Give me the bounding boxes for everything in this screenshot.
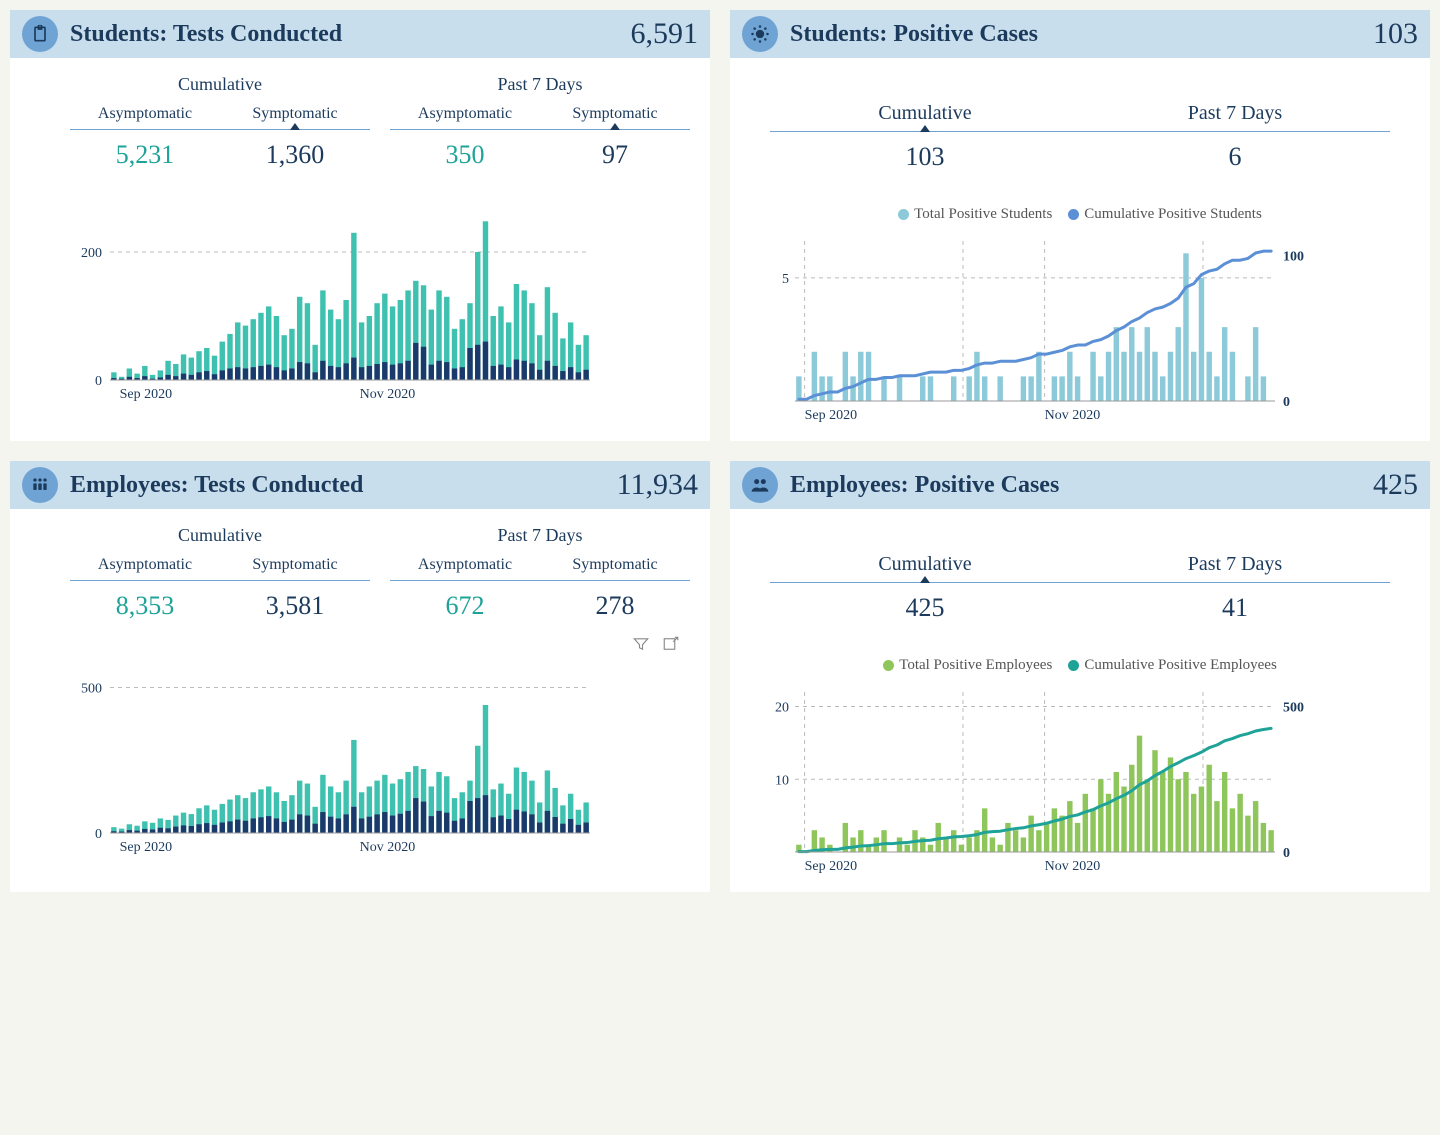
- val-p7-asymp: 672: [390, 591, 540, 621]
- summary-row: Cumulative Asymptomatic Symptomatic 5,23…: [10, 58, 710, 180]
- col-symptomatic[interactable]: Symptomatic: [220, 101, 370, 129]
- col-asymptomatic[interactable]: Asymptomatic: [390, 552, 540, 580]
- legend-item[interactable]: Total Positive Employees: [883, 657, 1052, 674]
- svg-text:10: 10: [775, 773, 789, 788]
- val-cum-asymp: 5,231: [70, 140, 220, 170]
- summary-row: Cumulative Asymptomatic Symptomatic 8,35…: [10, 509, 710, 631]
- val-cum: 425: [770, 593, 1080, 623]
- summary-group-label: Cumulative: [70, 519, 370, 552]
- summary-cumulative: Cumulative Asymptomatic Symptomatic 5,23…: [70, 68, 370, 180]
- svg-text:Sep 2020: Sep 2020: [805, 859, 858, 874]
- legend-label: Total Positive Employees: [899, 657, 1052, 674]
- panel-total: 103: [1373, 17, 1418, 51]
- summary-group-label: Past 7 Days: [390, 519, 690, 552]
- svg-text:200: 200: [81, 246, 102, 261]
- col-asymptomatic[interactable]: Asymptomatic: [70, 552, 220, 580]
- col-asymptomatic[interactable]: Asymptomatic: [390, 101, 540, 129]
- summary-row: Cumulative Past 7 Days 103 6: [730, 58, 1430, 182]
- val-p7: 6: [1080, 142, 1390, 172]
- employees-tests-chart[interactable]: 0 500 Sep 2020 Nov 2020: [70, 663, 600, 863]
- panel-students-tests: Students: Tests Conducted 6,591 Cumulati…: [10, 10, 710, 441]
- panel-header: Students: Tests Conducted 6,591: [10, 10, 710, 58]
- panel-title: Students: Tests Conducted: [70, 21, 619, 48]
- svg-text:500: 500: [81, 682, 102, 697]
- val-p7-asymp: 350: [390, 140, 540, 170]
- col-cumulative[interactable]: Cumulative: [770, 549, 1080, 582]
- val-cum: 103: [770, 142, 1080, 172]
- svg-text:500: 500: [1283, 701, 1304, 716]
- col-cumulative[interactable]: Cumulative: [770, 98, 1080, 131]
- legend-label: Cumulative Positive Employees: [1084, 657, 1276, 674]
- summary-row: Cumulative Past 7 Days 425 41: [730, 509, 1430, 633]
- panel-title: Employees: Positive Cases: [790, 472, 1361, 499]
- chart-legend: Total Positive Students Cumulative Posit…: [730, 202, 1430, 231]
- svg-text:100: 100: [1283, 250, 1304, 265]
- col-asymptomatic[interactable]: Asymptomatic: [70, 101, 220, 129]
- svg-text:0: 0: [95, 827, 102, 842]
- val-p7-symp: 278: [540, 591, 690, 621]
- export-icon[interactable]: [662, 635, 680, 653]
- students-tests-chart[interactable]: 0 200 Sep 2020 Nov 2020: [70, 210, 600, 410]
- summary-past7: Past 7 Days Asymptomatic Symptomatic 350…: [390, 68, 690, 180]
- svg-text:Nov 2020: Nov 2020: [1045, 859, 1101, 874]
- col-past7[interactable]: Past 7 Days: [1080, 549, 1390, 582]
- col-symptomatic[interactable]: Symptomatic: [540, 552, 690, 580]
- panel-total: 11,934: [617, 468, 698, 502]
- summary-group-label: Past 7 Days: [390, 68, 690, 101]
- val-cum-symp: 1,360: [220, 140, 370, 170]
- clipboard-icon: [22, 16, 58, 52]
- legend-item[interactable]: Cumulative Positive Students: [1068, 206, 1262, 223]
- svg-text:Nov 2020: Nov 2020: [360, 387, 416, 402]
- panel-total: 6,591: [631, 17, 699, 51]
- panel-employees-positive: Employees: Positive Cases 425 Cumulative…: [730, 461, 1430, 892]
- chart-wrap: 0 500 Sep 2020 Nov 2020: [10, 653, 710, 873]
- dashboard-grid: Students: Tests Conducted 6,591 Cumulati…: [10, 10, 1430, 892]
- legend-item[interactable]: Total Positive Students: [898, 206, 1052, 223]
- chart-wrap: 5 0 100 Sep 2020 Nov 2020: [730, 231, 1430, 441]
- chart-legend: Total Positive Employees Cumulative Posi…: [730, 653, 1430, 682]
- summary-single: Cumulative Past 7 Days 103 6: [770, 68, 1390, 182]
- svg-text:Nov 2020: Nov 2020: [1045, 408, 1101, 423]
- panel-employees-tests: Employees: Tests Conducted 11,934 Cumula…: [10, 461, 710, 892]
- panel-title: Employees: Tests Conducted: [70, 472, 605, 499]
- virus-icon: [742, 16, 778, 52]
- svg-text:20: 20: [775, 701, 789, 716]
- col-symptomatic[interactable]: Symptomatic: [220, 552, 370, 580]
- students-positive-chart[interactable]: 5 0 100 Sep 2020 Nov 2020: [760, 231, 1320, 431]
- group-icon: [742, 467, 778, 503]
- summary-group-label: Cumulative: [70, 68, 370, 101]
- panel-header: Employees: Tests Conducted 11,934: [10, 461, 710, 509]
- employees-positive-chart[interactable]: 10 20 0 500 Sep 2020 Nov 2020: [760, 682, 1320, 882]
- people-icon: [22, 467, 58, 503]
- col-past7[interactable]: Past 7 Days: [1080, 98, 1390, 131]
- legend-item[interactable]: Cumulative Positive Employees: [1068, 657, 1276, 674]
- svg-text:5: 5: [782, 272, 789, 287]
- svg-text:Nov 2020: Nov 2020: [360, 840, 416, 855]
- svg-text:0: 0: [1283, 846, 1290, 861]
- panel-header: Students: Positive Cases 103: [730, 10, 1430, 58]
- chart-toolbar: [10, 631, 710, 653]
- chart-wrap: 10 20 0 500 Sep 2020 Nov 2020: [730, 682, 1430, 892]
- svg-text:Sep 2020: Sep 2020: [805, 408, 858, 423]
- val-cum-symp: 3,581: [220, 591, 370, 621]
- filter-icon[interactable]: [632, 635, 650, 653]
- legend-label: Total Positive Students: [914, 206, 1052, 223]
- svg-text:0: 0: [95, 374, 102, 389]
- summary-past7: Past 7 Days Asymptomatic Symptomatic 672…: [390, 519, 690, 631]
- val-p7: 41: [1080, 593, 1390, 623]
- panel-total: 425: [1373, 468, 1418, 502]
- svg-text:Sep 2020: Sep 2020: [120, 840, 173, 855]
- panel-title: Students: Positive Cases: [790, 21, 1361, 48]
- svg-text:Sep 2020: Sep 2020: [120, 387, 173, 402]
- chart-wrap: 0 200 Sep 2020 Nov 2020: [10, 180, 710, 420]
- svg-text:0: 0: [1283, 395, 1290, 410]
- col-symptomatic[interactable]: Symptomatic: [540, 101, 690, 129]
- panel-students-positive: Students: Positive Cases 103 Cumulative …: [730, 10, 1430, 441]
- summary-single: Cumulative Past 7 Days 425 41: [770, 519, 1390, 633]
- summary-cumulative: Cumulative Asymptomatic Symptomatic 8,35…: [70, 519, 370, 631]
- val-cum-asymp: 8,353: [70, 591, 220, 621]
- val-p7-symp: 97: [540, 140, 690, 170]
- panel-header: Employees: Positive Cases 425: [730, 461, 1430, 509]
- legend-label: Cumulative Positive Students: [1084, 206, 1262, 223]
